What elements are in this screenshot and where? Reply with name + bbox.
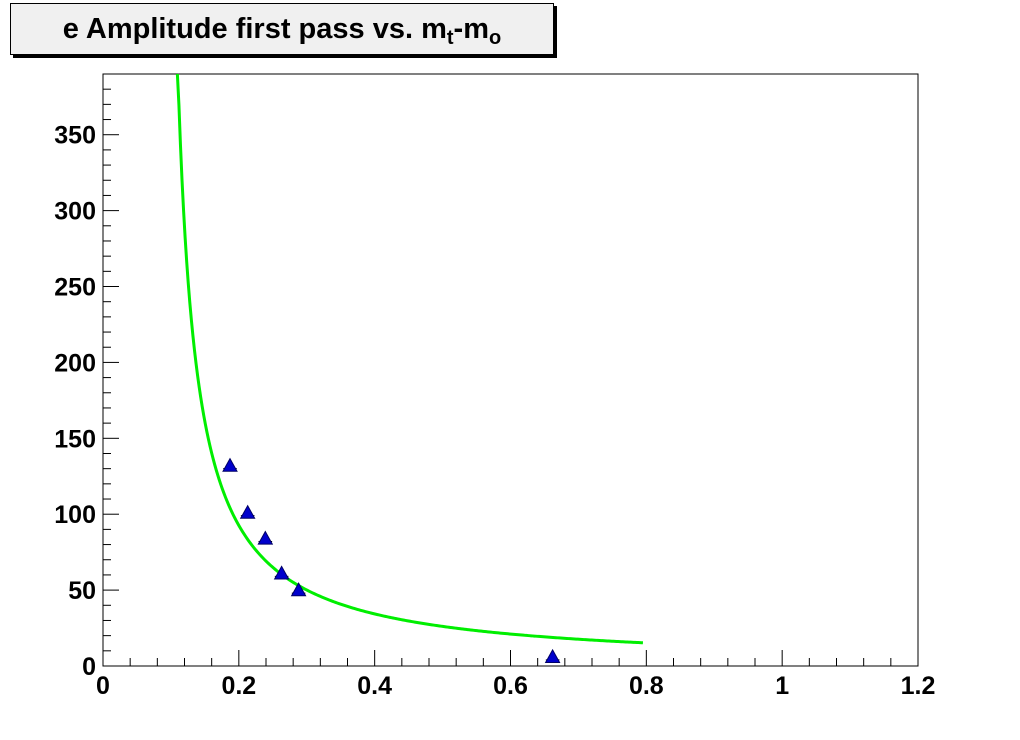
plot-frame [102, 73, 919, 667]
data-point [257, 530, 274, 545]
fit-curve-layer [175, 73, 644, 645]
chart-title: e Amplitude first pass vs. m t -m o [10, 3, 554, 55]
x-tick-label: 0.6 [493, 672, 528, 700]
x-tick-label: 1 [775, 672, 789, 700]
y-tick-label: 0 [82, 653, 96, 681]
title-text-mid: -m [453, 12, 489, 45]
data-point [290, 582, 307, 597]
data-point [273, 565, 290, 580]
x-tick-label: 0 [96, 672, 110, 700]
x-tick-label: 0.8 [629, 672, 664, 700]
y-tick-label: 50 [68, 577, 96, 605]
y-tick-label: 100 [54, 501, 96, 529]
data-point [544, 648, 561, 663]
x-tick-label: 0.2 [221, 672, 256, 700]
y-tick-label: 250 [54, 274, 96, 302]
y-tick-label: 300 [54, 198, 96, 226]
y-tick-label: 350 [54, 122, 96, 150]
data-point [222, 457, 238, 472]
y-tick-label: 200 [54, 349, 96, 377]
y-tick-label: 150 [54, 425, 96, 453]
data-point [239, 504, 256, 519]
x-tick-label: 1.2 [901, 672, 936, 700]
title-text: e Amplitude first pass vs. m [62, 12, 447, 45]
x-tick-label: 0.4 [357, 672, 392, 700]
fit-curve [175, 73, 644, 645]
data-points-layer [222, 457, 561, 663]
axes: 0 0.2 0.4 0.6 0.8 1 1.2 0 50 100 150 200 250 300 350 [54, 73, 936, 700]
